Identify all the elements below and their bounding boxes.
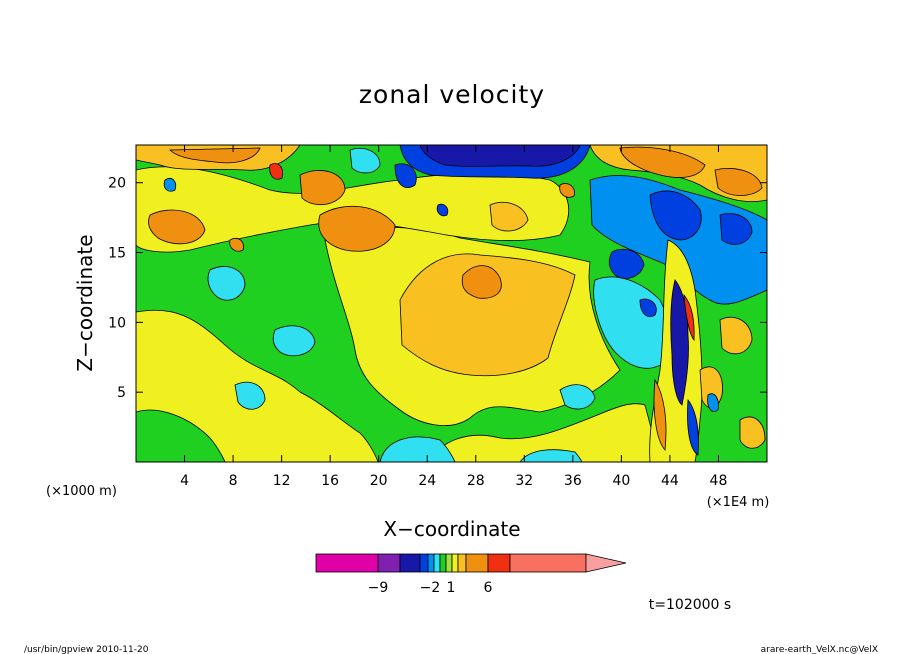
colorbar-segment bbox=[457, 553, 467, 573]
colorbar-segment bbox=[399, 553, 421, 573]
x-tick-label: 8 bbox=[229, 473, 238, 489]
y-tick-label: 20 bbox=[108, 176, 126, 192]
colorbar-label: −2 bbox=[420, 580, 441, 596]
plot-area bbox=[136, 145, 767, 462]
time-label: t=102000 s bbox=[649, 597, 731, 613]
x-tick-label: 4 bbox=[180, 473, 189, 489]
colorbar-label: 6 bbox=[484, 580, 493, 596]
colorbar-segment bbox=[487, 553, 511, 573]
colorbar bbox=[315, 553, 627, 573]
x-tick-label: 24 bbox=[418, 473, 436, 489]
colorbar-segment bbox=[315, 553, 379, 573]
x-tick-label: 36 bbox=[564, 473, 582, 489]
colorbar-segment bbox=[445, 553, 453, 573]
x-tick-label: 16 bbox=[321, 473, 339, 489]
colorbar-segment bbox=[433, 553, 441, 573]
colorbar-label: −9 bbox=[368, 580, 389, 596]
y-tick-label: 10 bbox=[108, 315, 126, 331]
colorbar-segment bbox=[465, 553, 489, 573]
plot-frame bbox=[135, 144, 768, 463]
x-tick-label: 12 bbox=[273, 473, 291, 489]
colorbar-segment bbox=[451, 553, 459, 573]
colorbar-segment bbox=[419, 553, 429, 573]
x-axis-ticks: 4 8 12 16 20 24 28 32 36 40 44 48 bbox=[180, 145, 727, 489]
x-tick-label: 40 bbox=[612, 473, 630, 489]
x-tick-label: 28 bbox=[467, 473, 485, 489]
colorbar-label: 1 bbox=[447, 580, 456, 596]
footer-left: /usr/bin/gpview 2010-11-20 bbox=[24, 645, 149, 654]
footer-right: arare-earth_VelX.nc@VelX bbox=[761, 645, 878, 654]
colorbar-segment bbox=[509, 553, 587, 573]
x-tick-label: 32 bbox=[515, 473, 533, 489]
x-axis-label: X−coordinate bbox=[383, 517, 520, 541]
x-tick-label: 20 bbox=[370, 473, 388, 489]
y-tick-label: 5 bbox=[117, 385, 126, 401]
colorbar-segment bbox=[427, 553, 435, 573]
x-scale-note: (×1E4 m) bbox=[707, 495, 770, 510]
colorbar-arrow bbox=[585, 553, 627, 573]
colorbar-labels: −9 −2 1 6 bbox=[368, 580, 493, 596]
y-axis-label: Z−coordinate bbox=[73, 234, 97, 371]
y-axis-ticks: 5 10 15 20 bbox=[108, 176, 767, 401]
colorbar-segment bbox=[377, 553, 401, 573]
colorbar-segment bbox=[439, 553, 447, 573]
x-unit-label: (×1000 m) bbox=[46, 484, 117, 499]
x-tick-label: 48 bbox=[710, 473, 728, 489]
contour-field bbox=[136, 145, 767, 462]
chart-title: zonal velocity bbox=[359, 80, 545, 109]
x-tick-label: 44 bbox=[661, 473, 679, 489]
y-tick-label: 15 bbox=[108, 246, 126, 262]
